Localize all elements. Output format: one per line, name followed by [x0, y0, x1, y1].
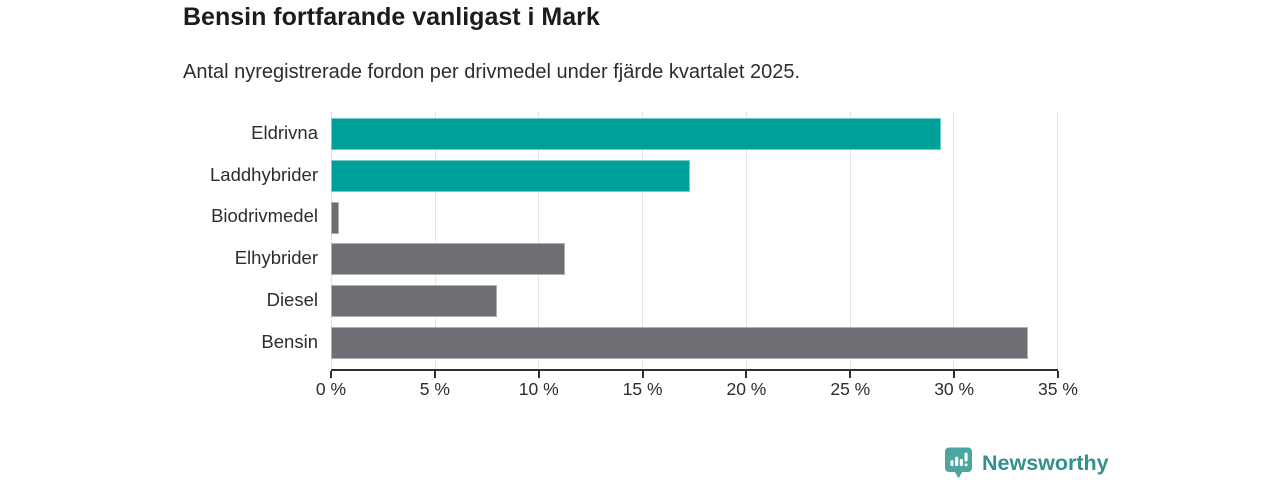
x-axis-tick-label: 35 % [1038, 379, 1078, 399]
category-label: Eldrivna [251, 121, 318, 143]
newsworthy-logo-icon [944, 447, 973, 480]
x-axis-tick-label: 25 % [830, 379, 871, 399]
chart-title: Bensin fortfarande vanligast i Mark [183, 3, 600, 31]
x-axis-tick-label: 5 % [419, 379, 450, 399]
bar-elhybrider [331, 243, 566, 276]
category-labels: Eldrivna Laddhybrider Biodrivmedel Elhybrid… [0, 112, 318, 369]
category-label: Bensin [261, 330, 318, 352]
gridline [745, 112, 747, 369]
gridline [331, 112, 332, 369]
x-axis-tick [537, 371, 540, 378]
x-axis-tick [1057, 371, 1059, 378]
chart-subtitle: Antal nyregistrerade fordon per drivmede… [183, 61, 801, 83]
gridline [434, 112, 436, 369]
x-axis-tick-label: 15 % [622, 379, 663, 399]
category-label: Diesel [266, 289, 318, 311]
bar-bensin [331, 327, 1028, 359]
plot-area [331, 112, 1058, 369]
x-axis-tick [745, 371, 748, 378]
category-label: Laddhybrider [210, 163, 318, 185]
bar-diesel [331, 285, 497, 318]
bar-laddhybrider [331, 159, 690, 192]
bar-eldrivna [331, 118, 941, 150]
gridline [538, 112, 540, 369]
x-axis-tick-label: 10 % [518, 379, 559, 399]
category-label: Elhybrider [234, 247, 318, 269]
x-axis-tick-label: 30 % [934, 379, 975, 399]
x-axis-tick [330, 371, 332, 378]
gridline [953, 112, 955, 369]
x-axis-tick [641, 371, 644, 378]
x-axis-tick [433, 371, 436, 378]
bar-biodrivmedel [331, 201, 340, 234]
x-axis: 0 % 5 % 10 % 15 % 20 % 25 % 30 % 35 % [316, 369, 1078, 409]
x-axis-tick-label: 20 % [726, 379, 767, 399]
category-label: Biodrivmedel [211, 205, 318, 227]
x-axis-tick [849, 371, 852, 378]
gridline [1057, 112, 1058, 369]
gridline [849, 112, 851, 369]
gridline [642, 112, 644, 369]
x-axis-tick-label: 0 % [315, 379, 347, 399]
x-axis-tick [953, 371, 956, 378]
x-axis-line [331, 369, 1058, 371]
newsworthy-brand-text: Newsworthy [982, 450, 1109, 475]
newsworthy-logo[interactable]: Newsworthy [944, 445, 1109, 480]
